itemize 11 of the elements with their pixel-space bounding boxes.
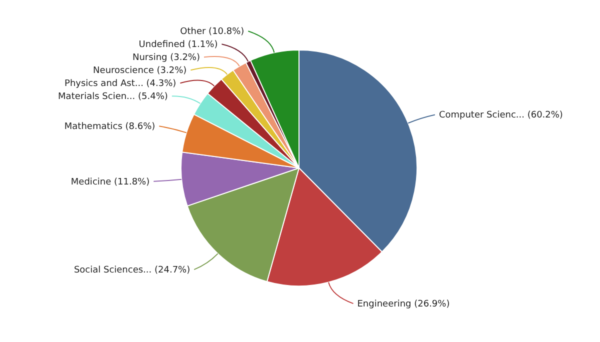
slice-label: Mathematics (8.6%): [64, 122, 156, 132]
slice-label: Neuroscience (3.2%): [93, 66, 187, 76]
slice-label: Physics and Ast... (4.3%): [64, 79, 176, 90]
slice-label: Materials Scien... (5.4%): [58, 92, 168, 102]
slice-label: Nursing (3.2%): [132, 53, 200, 64]
slice-label: Medicine (11.8%): [70, 177, 150, 188]
slice-label: Computer Scienc... (60.2%): [438, 110, 563, 121]
slice-label: Other (10.8%): [180, 27, 244, 38]
slice-label: Engineering (26.9%): [357, 300, 450, 310]
slice-label: Social Sciences... (24.7%): [74, 266, 190, 276]
slice-label: Undefined (1.1%): [138, 40, 218, 50]
